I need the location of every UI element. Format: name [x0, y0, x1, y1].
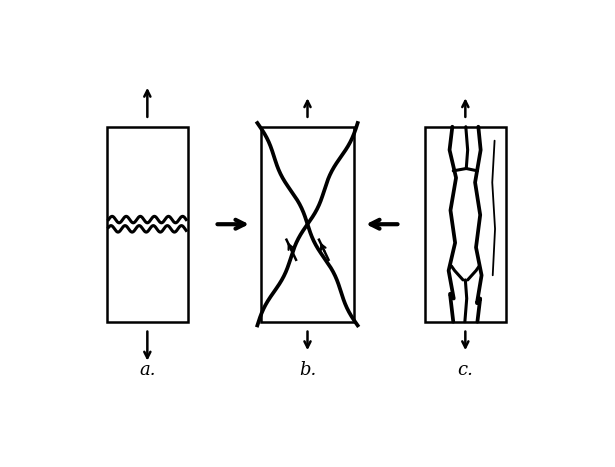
Bar [107, 127, 188, 322]
Bar [261, 127, 354, 322]
Bar [425, 127, 506, 322]
Text: b.: b. [299, 361, 316, 379]
Text: c.: c. [458, 361, 474, 379]
Text: a.: a. [139, 361, 156, 379]
